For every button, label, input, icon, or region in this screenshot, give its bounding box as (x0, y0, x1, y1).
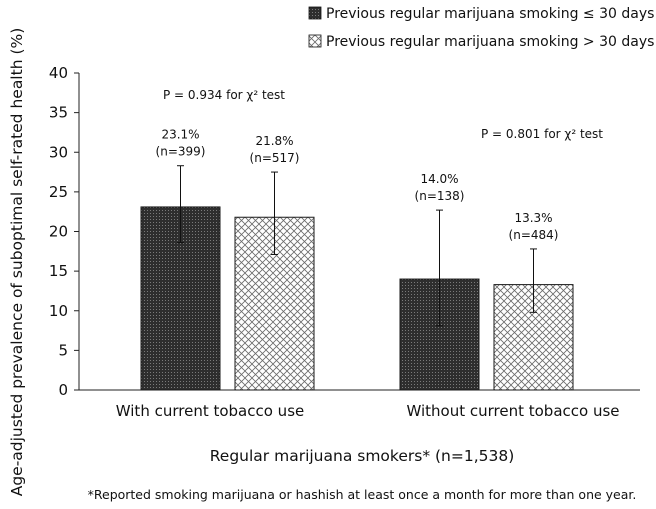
legend-swatch-series-1 (308, 6, 322, 20)
legend-label-series-2: Previous regular marijuana smoking > 30 … (326, 34, 654, 50)
legend: Previous regular marijuana smoking ≤ 30 … (308, 6, 654, 50)
bar-labels: 23.1% (n=399) 14.0% (n=138) 21.8% (n=517) 13.3… (156, 128, 559, 242)
y-tick-label: 15 (49, 262, 68, 280)
y-tick-label: 40 (49, 64, 68, 82)
legend-item-series-2: Previous regular marijuana smoking > 30 … (308, 34, 654, 50)
p-value-annotation-group-1: P = 0.934 for χ² test (163, 88, 285, 102)
data-label-n: (n=138) (415, 189, 465, 203)
y-tick-label: 20 (49, 223, 68, 241)
data-label-n: (n=517) (250, 151, 300, 165)
legend-item-series-1: Previous regular marijuana smoking ≤ 30 … (308, 6, 654, 22)
data-label-percent: 14.0% (420, 172, 458, 186)
y-tick-label: 5 (58, 341, 68, 359)
y-axis-title: Age-adjusted prevalence of suboptimal se… (8, 28, 26, 497)
legend-label-series-1: Previous regular marijuana smoking ≤ 30 … (326, 6, 654, 22)
data-label-percent: 23.1% (161, 128, 199, 142)
footnote: *Reported smoking marijuana or hashish a… (88, 487, 637, 502)
y-tick-label: 0 (58, 381, 68, 399)
error-bars (177, 165, 537, 327)
p-value-annotation-group-2: P = 0.801 for χ² test (481, 127, 603, 141)
data-label-n: (n=399) (156, 145, 206, 159)
y-tick-label: 30 (49, 143, 68, 161)
category-label-without-tobacco: Without current tobacco use (406, 402, 619, 420)
y-ticks: 0 5 10 15 20 25 30 35 40 (49, 64, 79, 399)
category-label-with-tobacco: With current tobacco use (116, 402, 304, 420)
x-axis-title: Regular marijuana smokers* (n=1,538) (210, 447, 515, 465)
data-label-n: (n=484) (509, 228, 559, 242)
y-tick-label: 35 (49, 104, 68, 122)
data-label-percent: 13.3% (514, 211, 552, 225)
legend-swatch-series-2 (308, 34, 322, 48)
y-tick-label: 25 (49, 183, 68, 201)
data-label-percent: 21.8% (255, 134, 293, 148)
y-tick-label: 10 (49, 302, 68, 320)
bars (140, 206, 574, 391)
